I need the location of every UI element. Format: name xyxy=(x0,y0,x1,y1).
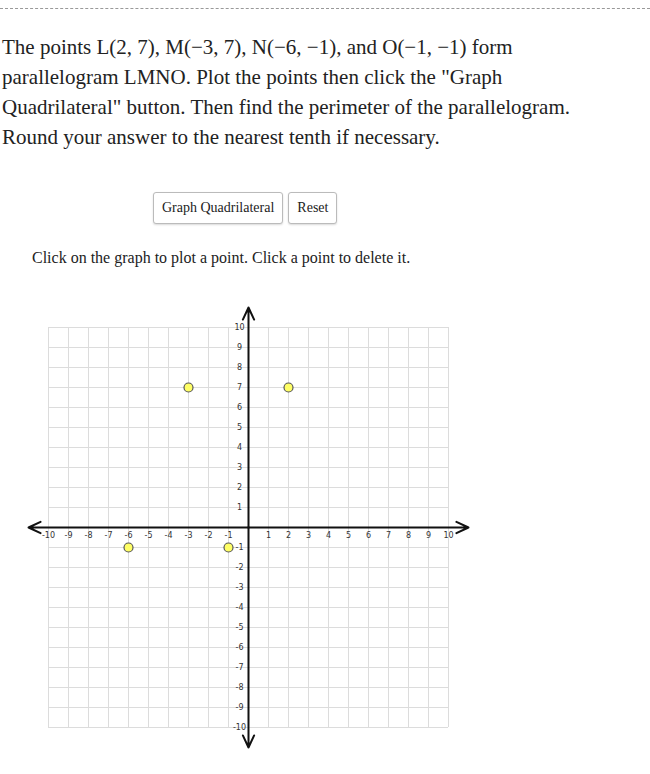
svg-text:5: 5 xyxy=(346,531,351,540)
svg-text:8: 8 xyxy=(237,363,242,372)
html-text:Reset: Reset xyxy=(297,200,329,215)
svg-text:9: 9 xyxy=(426,531,431,540)
svg-text:-10: -10 xyxy=(233,723,246,732)
html-text:Quadrilateral" button. Then fi: Quadrilateral" button. Then find the per… xyxy=(2,95,570,119)
svg-text:-8: -8 xyxy=(236,683,244,692)
svg-text:4: 4 xyxy=(326,531,331,540)
svg-text:8: 8 xyxy=(406,531,411,540)
svg-text:3: 3 xyxy=(306,531,311,540)
svg-text:7: 7 xyxy=(237,383,242,392)
html-text:Graph Quadrilateral: Graph Quadrilateral xyxy=(162,200,275,215)
svg-text:2: 2 xyxy=(286,531,291,540)
svg-text:1: 1 xyxy=(266,531,271,540)
svg-text:-6: -6 xyxy=(125,531,133,540)
svg-text:5: 5 xyxy=(237,423,242,432)
svg-text:6: 6 xyxy=(366,531,371,540)
svg-text:-5: -5 xyxy=(236,623,244,632)
svg-text:3: 3 xyxy=(237,463,242,472)
svg-text:-7: -7 xyxy=(105,531,113,540)
svg-text:-7: -7 xyxy=(236,663,244,672)
svg-text:6: 6 xyxy=(237,403,242,412)
svg-text:-4: -4 xyxy=(236,603,244,612)
svg-text:9: 9 xyxy=(237,343,242,352)
svg-text:7: 7 xyxy=(386,531,391,540)
svg-text:10: 10 xyxy=(443,531,453,540)
svg-text:-3: -3 xyxy=(185,531,193,540)
html-text:Click on the graph to plot a p: Click on the graph to plot a point. Clic… xyxy=(32,249,411,266)
svg-text:2: 2 xyxy=(237,483,242,492)
svg-text:-2: -2 xyxy=(236,563,244,572)
svg-text:1: 1 xyxy=(237,503,242,512)
svg-text:-2: -2 xyxy=(205,531,213,540)
svg-text:-6: -6 xyxy=(236,643,244,652)
svg-text:-1: -1 xyxy=(236,543,244,552)
svg-text:-10: -10 xyxy=(42,531,55,540)
svg-text:-3: -3 xyxy=(236,583,244,592)
html-text:parallelogram LMNO. Plot the p: parallelogram LMNO. Plot the points then… xyxy=(2,65,503,89)
html-text:Round your answer to the neare: Round your answer to the nearest tenth i… xyxy=(2,125,440,149)
svg-text:-8: -8 xyxy=(85,531,93,540)
svg-text:-5: -5 xyxy=(145,531,153,540)
svg-text:-4: -4 xyxy=(165,531,173,540)
svg-text:-1: -1 xyxy=(225,531,233,540)
svg-text:10: 10 xyxy=(234,323,244,332)
svg-text:4: 4 xyxy=(237,443,242,452)
svg-text:-9: -9 xyxy=(236,703,244,712)
svg-text:-9: -9 xyxy=(65,531,73,540)
html-text:The points L(2, 7), M(−3, 7),: The points L(2, 7), M(−3, 7), N(−6, −1),… xyxy=(2,35,513,59)
